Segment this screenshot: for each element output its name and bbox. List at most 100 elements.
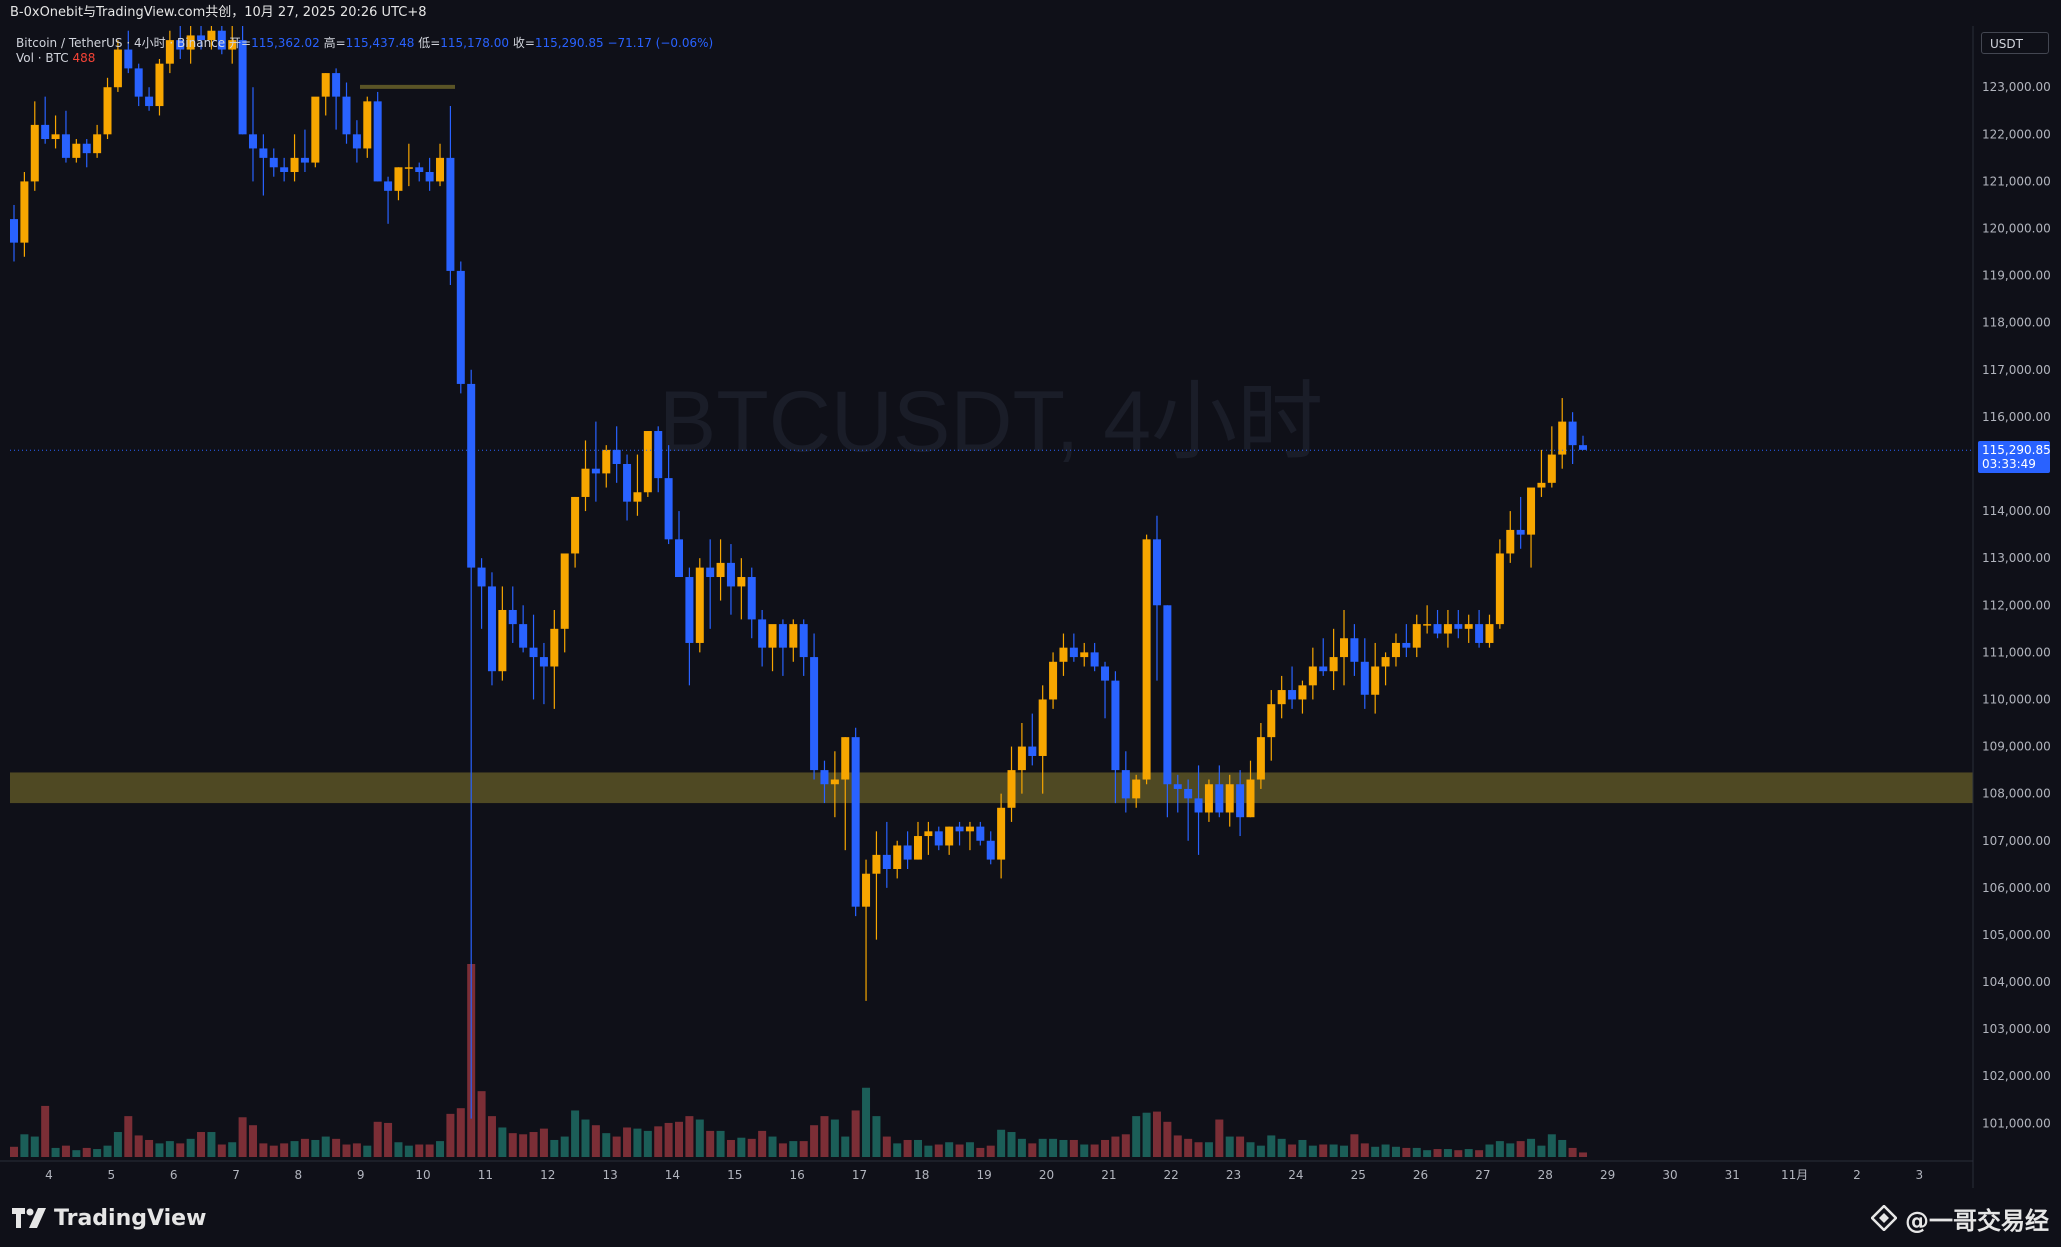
volume-bar bbox=[280, 1143, 289, 1157]
volume-bar bbox=[612, 1136, 621, 1157]
candle-body bbox=[810, 657, 819, 771]
volume-legend: Vol · BTC 488 bbox=[16, 51, 95, 65]
volume-bar bbox=[1236, 1136, 1245, 1157]
time-tick-label: 5 bbox=[108, 1168, 116, 1182]
volume-bar bbox=[1423, 1150, 1432, 1157]
volume-bar bbox=[384, 1122, 393, 1157]
volume-bar bbox=[976, 1147, 985, 1157]
author-name: @一哥交易经 bbox=[1905, 1206, 2049, 1235]
volume-bar bbox=[602, 1133, 611, 1157]
volume-bar bbox=[342, 1144, 351, 1157]
candle-body bbox=[103, 87, 112, 135]
time-tick-label: 6 bbox=[170, 1168, 178, 1182]
candle-body bbox=[965, 826, 974, 832]
volume-bar bbox=[1277, 1138, 1286, 1157]
volume-bar bbox=[1246, 1142, 1255, 1157]
candle-body bbox=[945, 826, 954, 846]
volume-bar bbox=[207, 1132, 216, 1157]
volume-bar bbox=[1080, 1144, 1089, 1157]
time-tick-label: 20 bbox=[1039, 1168, 1054, 1182]
price-tick-label: 111,000.00 bbox=[1982, 645, 2051, 659]
candle-body bbox=[1267, 704, 1276, 738]
volume-bar bbox=[1412, 1147, 1421, 1157]
volume-bar bbox=[176, 1143, 185, 1157]
candle-body bbox=[1506, 529, 1515, 554]
last-price-value: 115,290.85 bbox=[1982, 443, 2051, 458]
currency-button[interactable]: USDT bbox=[1981, 32, 2049, 54]
time-tick-label: 31 bbox=[1725, 1168, 1740, 1182]
candle-body bbox=[446, 157, 455, 271]
volume-bar bbox=[737, 1137, 746, 1157]
candle-body bbox=[1464, 624, 1473, 629]
candle-body bbox=[82, 143, 91, 154]
volume-bar bbox=[290, 1141, 299, 1157]
candle-body bbox=[1225, 784, 1234, 813]
candle-body bbox=[1049, 661, 1058, 700]
volume-bar bbox=[1350, 1134, 1359, 1157]
candle-body bbox=[913, 836, 922, 860]
candle-body bbox=[1142, 539, 1151, 780]
chart-background bbox=[0, 26, 2061, 1188]
volume-bar bbox=[986, 1145, 995, 1157]
volume-bar bbox=[924, 1145, 933, 1157]
volume-bar bbox=[955, 1144, 964, 1157]
volume-bar bbox=[820, 1116, 829, 1157]
last-price-tag: 115,290.85 03:33:49 bbox=[1978, 441, 2051, 474]
candle-body bbox=[342, 96, 351, 135]
candle-body bbox=[1028, 746, 1037, 756]
price-chart[interactable]: BTCUSDT, 4小时 123,000.00 122,000.00 121,000.… bbox=[0, 26, 2061, 1188]
volume-label[interactable]: Vol · BTC bbox=[16, 51, 69, 65]
candle-body bbox=[30, 124, 39, 182]
volume-bar bbox=[259, 1143, 268, 1157]
low-value: 115,178.00 bbox=[440, 36, 509, 50]
candle-body bbox=[654, 431, 663, 479]
candle-body bbox=[436, 157, 445, 182]
candle-body bbox=[1558, 421, 1567, 455]
snapshot-header: B-0xOnebit与TradingView.com共创，10月 27, 202… bbox=[0, 0, 2061, 26]
volume-bar bbox=[675, 1121, 684, 1157]
volume-bar bbox=[550, 1139, 559, 1157]
candle-body bbox=[997, 807, 1006, 860]
volume-bar bbox=[394, 1142, 403, 1157]
time-tick-label: 27 bbox=[1475, 1168, 1490, 1182]
price-tick-label: 121,000.00 bbox=[1982, 174, 2051, 188]
candle-body bbox=[1433, 624, 1442, 634]
candle-body bbox=[1360, 661, 1369, 695]
candle-body bbox=[664, 478, 673, 540]
candle-body bbox=[176, 40, 185, 50]
candle-body bbox=[1516, 529, 1525, 535]
price-tick-label: 106,000.00 bbox=[1982, 881, 2051, 895]
volume-bar bbox=[10, 1146, 18, 1157]
candle-body bbox=[1475, 624, 1484, 643]
candle-body bbox=[1277, 690, 1286, 705]
volume-bar bbox=[1371, 1146, 1380, 1157]
candle-body bbox=[1350, 638, 1359, 662]
chart-area[interactable]: BTCUSDT, 4小时 123,000.00 122,000.00 121,000.… bbox=[0, 26, 2061, 1188]
candle-body bbox=[373, 101, 382, 182]
volume-bar bbox=[1443, 1149, 1452, 1157]
time-tick-label: 25 bbox=[1351, 1168, 1366, 1182]
volume-bar bbox=[1194, 1142, 1203, 1157]
candle-body bbox=[602, 449, 611, 474]
candle-body bbox=[539, 657, 548, 667]
price-tick-label: 123,000.00 bbox=[1982, 80, 2051, 94]
volume-bar bbox=[269, 1145, 278, 1157]
candle-body bbox=[10, 219, 18, 243]
volume-bar bbox=[30, 1136, 39, 1157]
volume-bar bbox=[446, 1113, 455, 1157]
candle-body bbox=[1069, 647, 1078, 658]
candle-body bbox=[404, 167, 413, 169]
symbol-title[interactable]: Bitcoin / TetherUS · 4小时 · Binance bbox=[16, 36, 226, 50]
candle-body bbox=[934, 831, 943, 846]
volume-bar bbox=[1381, 1144, 1390, 1157]
volume-bar bbox=[1329, 1144, 1338, 1157]
candle-body bbox=[61, 134, 70, 158]
candle-body bbox=[456, 270, 465, 384]
volume-bar bbox=[1568, 1147, 1577, 1157]
volume-bar bbox=[799, 1141, 808, 1157]
volume-bar bbox=[352, 1143, 361, 1157]
volume-bar bbox=[633, 1128, 642, 1157]
tradingview-brand[interactable]: TradingView bbox=[12, 1200, 206, 1236]
candle-body bbox=[882, 854, 891, 870]
volume-bar bbox=[51, 1147, 60, 1157]
